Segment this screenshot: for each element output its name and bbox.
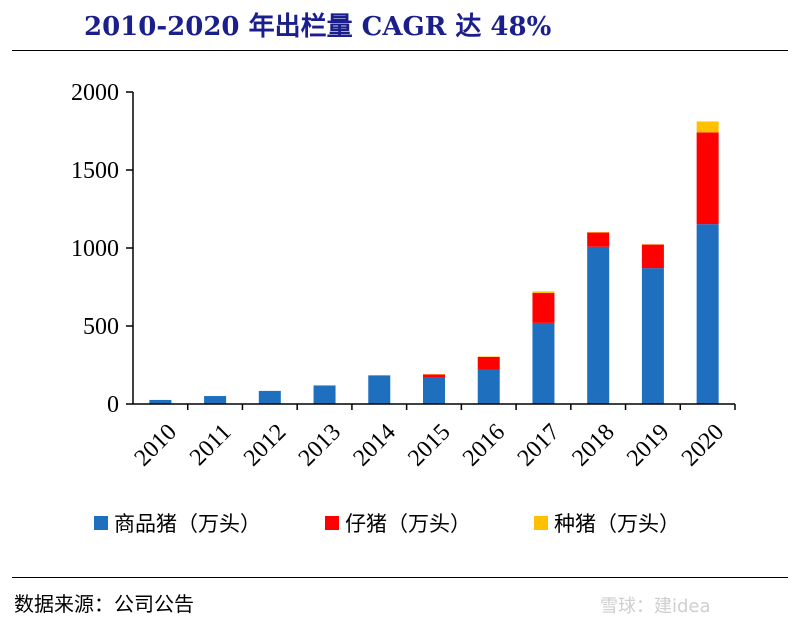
bar-2018-series-1 [587,232,610,247]
bar-2017-series-1 [532,292,555,323]
legend: 商品猪（万头） 仔猪（万头） 种猪（万头） [94,512,680,536]
bar-2014-series-0 [368,375,391,404]
bar-2020-series-0 [696,224,719,404]
x-tick-label-2020: 2020 [677,419,729,471]
bar-2019-series-1 [641,244,664,269]
legend-label-1: 仔猪（万头） [345,512,471,536]
bar-2020-series-2 [696,121,719,133]
x-tick-label-2019: 2019 [622,419,674,471]
x-tick-label-2013: 2013 [294,419,346,471]
chart-title: 2010-2020 年出栏量 CAGR 达 48% [84,12,552,42]
x-tick-label-2011: 2011 [185,419,237,471]
bar-2010-series-0 [149,399,172,404]
bar-2017-series-2 [532,291,555,293]
legend-swatch-0 [94,516,108,530]
x-axis-ticks: 2010 2011 2012 2013 2014 2015 2016 2017 2018 2019… [130,419,730,471]
x-tick-label-2017: 2017 [513,419,565,471]
x-tick-label-2018: 2018 [567,419,619,471]
watermark: 雪球：建idea [600,596,711,617]
legend-label-0: 商品猪（万头） [114,512,261,536]
x-tick-label-2014: 2014 [349,419,401,471]
axes [126,91,736,410]
legend-label-2: 种猪（万头） [554,512,680,536]
legend-swatch-1 [325,516,339,530]
y-tick-label: 0 [107,392,119,418]
bar-2012-series-0 [258,390,281,404]
y-tick-label: 1000 [71,236,119,262]
bar-2016-series-1 [477,356,500,370]
x-tick-label-2016: 2016 [458,419,510,471]
data-source: 数据来源：公司公告 [14,592,194,616]
top-rule [12,50,788,51]
bar-2018-series-0 [587,246,610,404]
x-tick-label-2010: 2010 [130,419,182,471]
bar-2020-series-1 [696,132,719,225]
bar-2017-series-0 [532,322,555,404]
y-tick-label: 1500 [71,158,119,184]
bar-2013-series-0 [313,385,336,404]
legend-swatch-2 [534,516,548,530]
x-tick-label-2015: 2015 [403,419,455,471]
bar-2011-series-0 [204,396,227,404]
x-tick-label-2012: 2012 [239,419,291,471]
y-tick-label: 500 [83,314,119,340]
bottom-rule [12,577,788,578]
bars [149,121,719,404]
bar-2016-series-0 [477,369,500,404]
bar-2015-series-0 [423,377,445,404]
y-tick-label: 2000 [71,80,119,106]
bar-2019-series-0 [641,268,664,404]
y-axis-ticks: 0 500 1000 1500 2000 [71,80,119,418]
bar-2015-series-1 [423,374,445,378]
